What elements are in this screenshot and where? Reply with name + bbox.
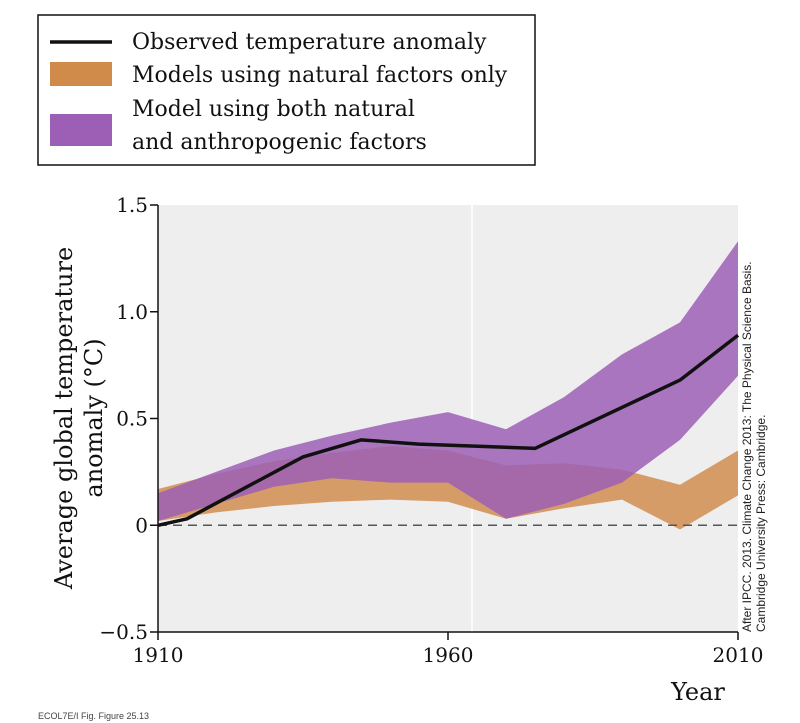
legend: Observed temperature anomaly Models usin…: [37, 14, 536, 166]
natural-anthropogenic-band: [158, 241, 738, 522]
y-tick-label: 1.5: [116, 193, 148, 217]
y-axis-title-line1: Average global temperature: [50, 247, 78, 590]
legend-box: [37, 14, 536, 166]
band-layer: [158, 241, 738, 530]
x-tick-group: 1910 1960 2010: [133, 632, 764, 667]
legend-swatch-anthropogenic: [50, 114, 112, 146]
y-tick-label: 0: [135, 513, 148, 537]
y-tick-label: 1.0: [116, 300, 148, 324]
source-credit-line1: After IPCC. 2013. Climate Change 2013: T…: [740, 261, 754, 632]
y-axis-title-line2: anomaly (°C): [80, 338, 108, 497]
legend-label-natural: Models using natural factors only: [132, 63, 508, 88]
x-tick-label: 1910: [133, 643, 184, 667]
figure-footer: ECOL7E/I Fig. Figure 25.13: [38, 711, 149, 721]
y-tick-label: −0.5: [99, 620, 148, 644]
legend-label-anthropogenic-line1: Model using both natural: [132, 97, 415, 122]
legend-label-anthropogenic-line2: and anthropogenic factors: [132, 130, 427, 155]
legend-swatch-natural: [50, 62, 112, 86]
x-axis-title: Year: [670, 678, 725, 706]
x-tick-label: 2010: [713, 643, 764, 667]
y-tick-group: −0.5 0 0.5 1.0 1.5: [99, 193, 158, 644]
source-credit-line2: Cambridge University Press: Cambridge.: [754, 415, 768, 632]
y-tick-label: 0.5: [116, 407, 148, 431]
observed-temperature-line: [157, 333, 740, 528]
x-tick-label: 1960: [423, 643, 474, 667]
legend-label-observed: Observed temperature anomaly: [132, 30, 487, 55]
